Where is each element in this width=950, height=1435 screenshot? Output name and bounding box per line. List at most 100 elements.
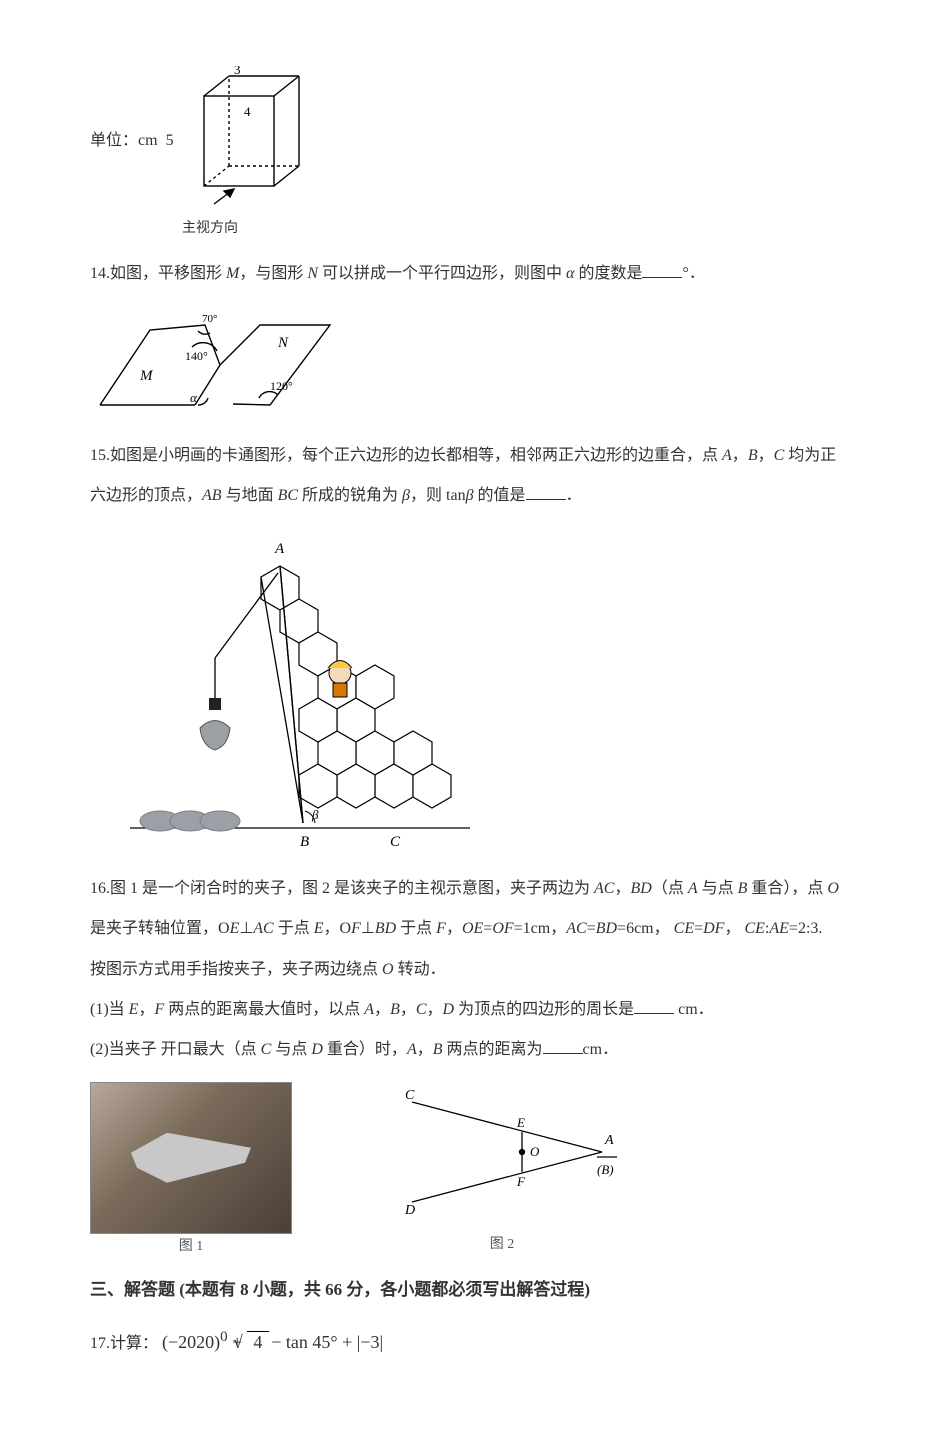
label-alpha: α — [190, 390, 198, 405]
q16-sub2: (2)当夹子 开口最大（点 C 与点 D 重合）时，A，B 两点的距离为cm． — [90, 1035, 860, 1065]
q17: 17.计算： (−2020)0 + 4 √ − tan 45° + |−3| — [90, 1323, 860, 1359]
q16-perp2: ⊥ — [361, 920, 375, 937]
q17-sqrt: 4 — [253, 1332, 262, 1352]
q16-B2: B — [390, 1001, 400, 1018]
q16-s2a: (2)当夹子 开口最大（点 — [90, 1041, 261, 1058]
q16-blank1 — [634, 997, 674, 1014]
view-direction-label: 主视方向 — [182, 216, 860, 243]
angle-120: 120° — [270, 379, 293, 393]
fig2-B: (B) — [597, 1162, 614, 1177]
q16-O: O — [827, 880, 839, 897]
q17-exp: 0 — [220, 1329, 228, 1345]
q16-t5: 是夹子转轴位置，O — [90, 920, 230, 937]
q16-ACv: AC — [566, 920, 586, 937]
q16-ratioV: 2:3. — [798, 920, 822, 937]
q16-c6: ， — [417, 1041, 433, 1058]
q16-E2: E — [314, 920, 324, 937]
q17-plus2: + — [338, 1332, 357, 1352]
q16-v1: 1cm， — [523, 920, 567, 937]
q16-BD2: BD — [375, 920, 396, 937]
q16-t9: ， — [446, 920, 462, 937]
q14-period: ． — [689, 265, 705, 282]
q17-expr: (−2020)0 + 4 √ − tan 45° + |−3| — [162, 1332, 383, 1352]
q16-caption1: 图 1 — [90, 1234, 292, 1261]
angle-140: 140° — [185, 349, 208, 363]
q16-c5: ， — [427, 1001, 443, 1018]
q15-t6: ，则 tan — [410, 487, 466, 504]
q16-p2: 是夹子转轴位置，OE⊥AC 于点 E，OF⊥BD 于点 F，OE=OF=1cm，… — [90, 914, 860, 944]
q16-DF: DF — [703, 920, 724, 937]
q16-c2: ， — [724, 920, 744, 937]
q16-eq2: = — [514, 920, 523, 937]
q16-C3: C — [261, 1041, 272, 1058]
q15-beta: β — [402, 487, 410, 504]
dim-top: 3 — [234, 66, 241, 77]
q14-N: N — [307, 265, 318, 282]
q15-beta2: β — [466, 487, 474, 504]
q16-t1: 图 1 是一个闭合时的夹子，图 2 是该夹子的主视示意图，夹子两边为 — [110, 880, 594, 897]
q16-D2: D — [311, 1041, 323, 1058]
q16-B3: B — [433, 1041, 443, 1058]
q17-neg3: −3 — [360, 1332, 379, 1352]
fig2-D: D — [404, 1203, 415, 1218]
q15-blank — [526, 483, 566, 500]
q16-rl: CE — [744, 920, 764, 937]
q16-A: A — [688, 880, 698, 897]
cuboid-svg: 3 4 — [184, 66, 324, 216]
q16-eq1: = — [483, 920, 492, 937]
q16-t7: ，O — [324, 920, 352, 937]
q15-A: A — [722, 447, 732, 464]
q16-fig2-wrap: C D E F O A (B) 图 2 — [372, 1082, 632, 1259]
q16-E: E — [230, 920, 240, 937]
q15-B: B — [748, 447, 758, 464]
unit-label: 单位：cm — [90, 126, 158, 156]
q17-absr: | — [380, 1332, 384, 1352]
q16-c4: ， — [400, 1001, 416, 1018]
label-A: A — [274, 541, 285, 557]
q16-F3: F — [154, 1001, 164, 1018]
q16-s1a: (1)当 — [90, 1001, 129, 1018]
q16-O2: O — [382, 961, 394, 978]
fig2-C: C — [405, 1088, 415, 1103]
q17-minus: − — [267, 1332, 286, 1352]
fig2-E: E — [516, 1115, 525, 1130]
q14-M: M — [226, 265, 239, 282]
q16-p1: 16.图 1 是一个闭合时的夹子，图 2 是该夹子的主视示意图，夹子两边为 AC… — [90, 874, 860, 904]
q16-s2b: 与点 — [271, 1041, 311, 1058]
q16-BDv: BD — [596, 920, 617, 937]
q16-eq6: = — [789, 920, 798, 937]
q16-t8: 于点 — [396, 920, 436, 937]
q16-t3: 与点 — [698, 880, 738, 897]
angle-70: 70° — [202, 313, 217, 325]
q15-C: C — [774, 447, 785, 464]
q16-BD: BD — [630, 880, 651, 897]
q16-perp1: ⊥ — [239, 920, 253, 937]
q16-cm2: cm． — [583, 1041, 619, 1058]
q16-E3: E — [129, 1001, 139, 1018]
q15-c1: ， — [732, 447, 748, 464]
q15-figure: A B C β — [130, 528, 860, 858]
q15-line2: 六边形的顶点，AB 与地面 BC 所成的锐角为 β，则 tanβ 的值是． — [90, 481, 860, 511]
q16-F2: F — [436, 920, 446, 937]
q16-eq3: = — [587, 920, 596, 937]
q16-rr: AE — [769, 920, 789, 937]
q16-fig2-svg: C D E F O A (B) — [372, 1082, 632, 1232]
q16-eq4: = — [617, 920, 626, 937]
q16-cm1: cm． — [674, 1001, 714, 1018]
q15-t4: 与地面 — [222, 487, 278, 504]
q16-A2: A — [364, 1001, 374, 1018]
q16-t11: 转动． — [394, 961, 446, 978]
label-B: B — [300, 834, 309, 850]
q16-t10: 按图示方式用手指按夹子，夹子两边绕点 — [90, 961, 382, 978]
fig2-F: F — [516, 1174, 526, 1189]
q16-t4: 重合），点 — [747, 880, 827, 897]
q16-blank2 — [543, 1037, 583, 1054]
q16-c3: ， — [374, 1001, 390, 1018]
q15-t3: 六边形的顶点， — [90, 487, 202, 504]
q16-CE: CE — [674, 920, 694, 937]
q16-number: 16. — [90, 880, 110, 897]
q15-period: ． — [566, 487, 582, 504]
fig2-O: O — [530, 1144, 540, 1159]
q14-number: 14. — [90, 265, 110, 282]
q15-number: 15. — [90, 447, 110, 464]
